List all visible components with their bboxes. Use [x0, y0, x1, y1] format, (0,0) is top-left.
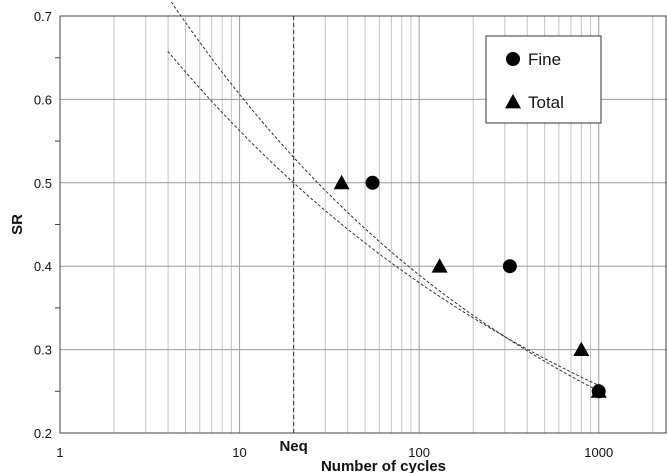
legend-fine-marker	[506, 52, 520, 66]
legend-label-total: Total	[528, 93, 564, 112]
trendline-total	[167, 50, 603, 388]
y-tick-label: 0.6	[34, 92, 52, 107]
y-tick-label: 0.2	[34, 426, 52, 441]
y-tick-label: 0.5	[34, 176, 52, 191]
x-tick-label: 1000	[584, 445, 613, 460]
x-axis-ticks: 1 10 100 1000	[56, 445, 613, 460]
y-tick-label: 0.7	[34, 9, 52, 24]
data-points	[333, 174, 607, 399]
total-point	[573, 341, 590, 356]
trendline-fine	[170, 1, 603, 394]
x-tick-label: 10	[232, 445, 246, 460]
plot-area-frame	[59, 15, 667, 434]
legend: Fine Total	[485, 35, 602, 124]
fine-point	[365, 175, 380, 190]
minor-gridlines	[113, 16, 654, 433]
x-axis-label: Number of cycles	[321, 458, 446, 473]
total-point	[431, 258, 448, 273]
x-tick-label: 1	[56, 445, 63, 460]
fine-point	[502, 259, 517, 274]
trendlines	[167, 1, 603, 394]
legend-total-marker	[505, 94, 521, 109]
x-tick-label: 100	[408, 445, 430, 460]
total-point	[590, 383, 607, 398]
y-axis-ticks: 0.2 0.3 0.4 0.5 0.6 0.7	[34, 9, 52, 441]
legend-box	[485, 35, 602, 124]
annotations: Neq	[279, 16, 308, 455]
y-tick-label: 0.3	[34, 343, 52, 358]
legend-label-fine: Fine	[528, 50, 561, 69]
y-axis-label: SR	[9, 214, 26, 235]
y-tick-label: 0.4	[34, 259, 52, 274]
total-point	[333, 174, 350, 190]
neq-label: Neq	[279, 438, 307, 455]
